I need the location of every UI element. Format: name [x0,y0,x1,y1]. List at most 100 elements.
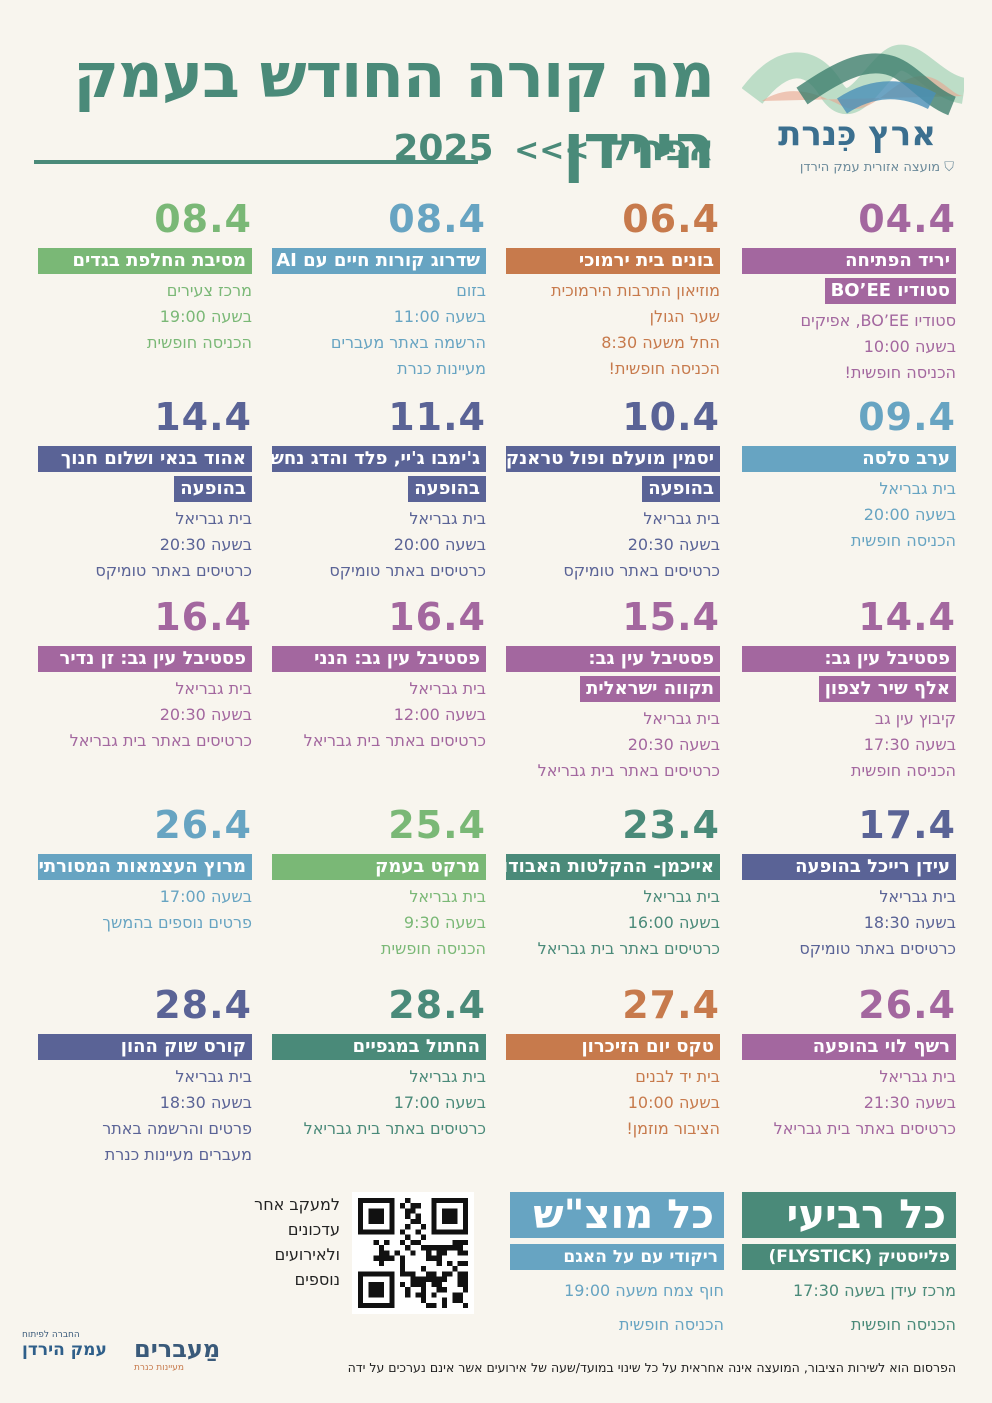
event-date: 25.4 [388,803,486,847]
qr-caption-line: למעקב אחר [254,1195,340,1214]
event-detail: כרטיסים באתר בית גבריאל [69,731,252,750]
maavarim-tag: מעיינות כנרת [134,1363,184,1373]
weekly-subtitle: ריקודי עם על האגם [510,1244,724,1270]
event-detail: בית גבריאל [409,887,486,906]
event-detail: בשעה 21:30 [863,1093,956,1112]
event-title: קורס שוק ההון [38,1034,252,1060]
event-title: עידן רייכל בהופעה [742,854,956,880]
event-detail: בשעה 20:30 [627,735,720,754]
event-title: החתול במגפיים [272,1034,486,1060]
event-detail: בית גבריאל [175,679,252,698]
event-title: אייכמן- ההקלטות האבודות [506,854,720,880]
arrows: <<< [514,133,590,168]
event-detail: כרטיסים באתר טומיקס [329,561,486,580]
event-date: 08.4 [388,197,486,241]
weekly-title: כל רביעי [742,1192,956,1238]
logo-subtitle-text: מועצה אזורית עמק הירדן [799,160,941,175]
emek-name: עמק הירדן [22,1340,107,1360]
month: אפריל [610,128,714,169]
weekly-title: כל מוצ"ש [510,1192,724,1238]
event-detail: פרטים והרשמה באתר [102,1119,252,1138]
event-detail: בשעה 20:00 [393,535,486,554]
event-date: 28.4 [388,983,486,1027]
event-detail: בשעה 10:00 [627,1093,720,1112]
qr-caption-line: עדכונים [287,1220,340,1239]
event-detail: בשעה 19:00 [159,307,252,326]
event-card: 26.4 רשף לוי בהופעה בית גבריאל בשעה 21:30 כר… [742,986,956,1142]
event-detail: בית יד לבנים [635,1067,720,1086]
event-detail: בשעה 11:00 [393,307,486,326]
event-detail: הכניסה חופשית! [844,363,956,382]
event-card: 16.4 פסטיבל עין גב: זן נדיר בית גבריאל בשעה… [38,598,252,754]
event-detail: מעיינות כנרת [397,359,486,378]
event-date: 14.4 [858,595,956,639]
event-detail: בית גבריאל [409,679,486,698]
event-detail: בית גבריאל [409,509,486,528]
event-subtitle: בהופעה [642,476,720,502]
event-detail: בית גבריאל [879,1067,956,1086]
event-title: בונים בית ירמוכי [506,248,720,274]
event-card: 04.4 יריד הפתיחה סטודיו BO’EE סטודיו BO’EE,… [742,200,956,386]
maavarim-name: מַעברים [134,1335,221,1363]
event-title: ערב סלסה [742,446,956,472]
event-card: 27.4 טקס יום הזיכרון בית יד לבנים בשעה 10:0… [506,986,720,1142]
event-detail: בשעה 12:00 [393,705,486,724]
event-card: 08.4 שדרוג קורות חיים עם AI בזום בשעה 11:00… [272,200,486,382]
event-detail: בשעה 10:00 [863,337,956,356]
event-detail: הרשמה באתר מעברים [330,333,486,352]
event-date: 08.4 [154,197,252,241]
event-date: 16.4 [388,595,486,639]
weekly-line: הכניסה חופשית [618,1315,724,1334]
event-title: יריד הפתיחה [742,248,956,274]
event-detail: כרטיסים באתר טומיקס [799,939,956,958]
event-title: מרוץ העצמאות המסורתי [38,854,252,880]
council-logo: ארץ כִּנרת ⛉ מועצה אזורית עמק הירדן [742,36,964,176]
event-detail: בשעה 9:30 [403,913,486,932]
month-subtitle: 2025 <<< אפריל [393,128,714,169]
event-detail: בשעה 17:00 [159,887,252,906]
event-detail: סטודיו BO’EE, אפיקים [800,311,956,330]
event-detail: כרטיסים באתר טומיקס [563,561,720,580]
event-card: 23.4 אייכמן- ההקלטות האבודות בית גבריאל בשע… [506,806,720,962]
event-detail: כרטיסים באתר בית גבריאל [303,731,486,750]
maavarim-logo: מַעברים מעיינות כנרת [134,1335,254,1390]
event-date: 16.4 [154,595,252,639]
event-card: 28.4 החתול במגפיים בית גבריאל בשעה 17:00 כרט… [272,986,486,1142]
event-date: 14.4 [154,395,252,439]
event-subtitle: סטודיו BO’EE [824,278,956,304]
event-card: 16.4 פסטיבל עין גב: הנני בית גבריאל בשעה 12… [272,598,486,754]
event-detail: בשעה 20:30 [159,535,252,554]
event-detail: הכניסה חופשית [380,939,486,958]
event-detail: בשעה 20:30 [627,535,720,554]
event-subtitle: תקווה ישראלית [580,676,720,702]
event-title: ג'ימבו ג'יי, פלד והדג נחש [272,446,486,472]
qr-code[interactable] [352,1192,474,1314]
event-title: פסטיבל עין גב: הנני [272,646,486,672]
event-card: 14.4 אהוד בנאי ושלום חנוך בהופעה בית גבריאל… [38,398,252,584]
emek-sub: החברה לפיתוח [22,1330,80,1340]
event-detail: החל משעה 8:30 [601,333,720,352]
event-detail: בית גבריאל [879,887,956,906]
event-card: 14.4 פסטיבל עין גב: אלף שיר לצפון קיבוץ עין… [742,598,956,784]
event-title: רשף לוי בהופעה [742,1034,956,1060]
page-title: מה קורה החודש בעמק הירדן [73,39,715,184]
event-title: מסיבת החלפת בגדים [38,248,252,274]
event-detail: הכניסה חופשית [850,531,956,550]
event-detail: בית גבריאל [175,1067,252,1086]
event-card: 17.4 עידן רייכל בהופעה בית גבריאל בשעה 18:3… [742,806,956,962]
event-title: פסטיבל עין גב: [742,646,956,672]
event-detail: כרטיסים באתר בית גבריאל [773,1119,956,1138]
emek-company-logo: החברה לפיתוח עמק הירדן [22,1330,122,1385]
event-date: 11.4 [388,395,486,439]
weekly-block-wednesday: כל רביעי פלייסטיק (FLYSTICK) מרכז עידן ב… [742,1192,956,1338]
event-detail: מרכז צעירים [166,281,252,300]
event-detail: קיבוץ עין גב [874,709,956,728]
qr-caption-line: ולאירועים [274,1245,340,1264]
logo-subtitle: ⛉ מועצה אזורית עמק הירדן [800,160,954,175]
event-detail: מעברים מעיינות כנרת [104,1145,252,1164]
qr-caption: למעקב אחר עדכונים ולאירועים נוספים [250,1192,340,1292]
event-date: 10.4 [622,395,720,439]
event-detail: כרטיסים באתר בית גבריאל [303,1119,486,1138]
event-date: 27.4 [622,983,720,1027]
event-title: פסטיבל עין גב: [506,646,720,672]
